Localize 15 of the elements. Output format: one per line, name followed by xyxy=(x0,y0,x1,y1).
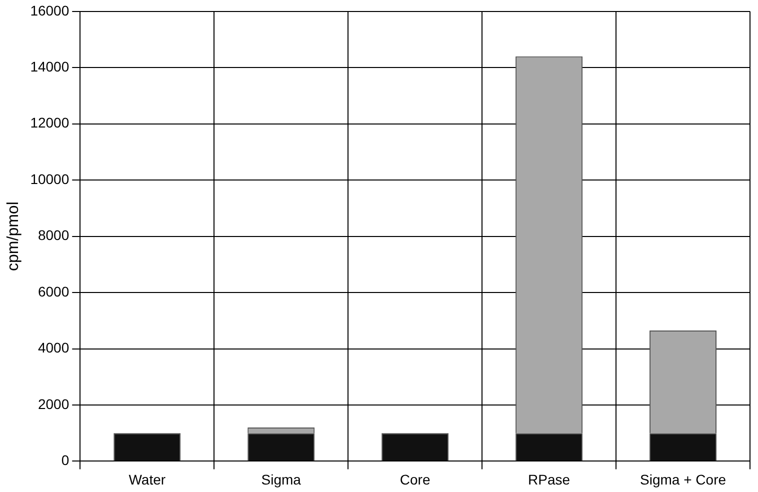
x-tick-label: Sigma xyxy=(261,471,302,488)
x-tick-label: RPase xyxy=(528,471,570,488)
y-tick-label: 4000 xyxy=(38,340,70,356)
x-tick-label: Water xyxy=(128,471,166,488)
x-tick-label: Sigma + Core xyxy=(640,471,726,488)
y-tick-label: 2000 xyxy=(38,396,70,412)
y-tick-label: 8000 xyxy=(38,227,70,244)
y-tick-label: 6000 xyxy=(38,283,70,300)
y-tick-label: 14000 xyxy=(30,58,70,74)
y-tick-label: 10000 xyxy=(30,170,70,187)
x-tick-label: Core xyxy=(400,471,430,488)
y-axis-title: cpm/pmol xyxy=(5,202,22,271)
y-tick-label: 16000 xyxy=(30,2,70,18)
y-tick-label: 0 xyxy=(61,452,70,468)
y-tick-label: 12000 xyxy=(30,114,70,131)
